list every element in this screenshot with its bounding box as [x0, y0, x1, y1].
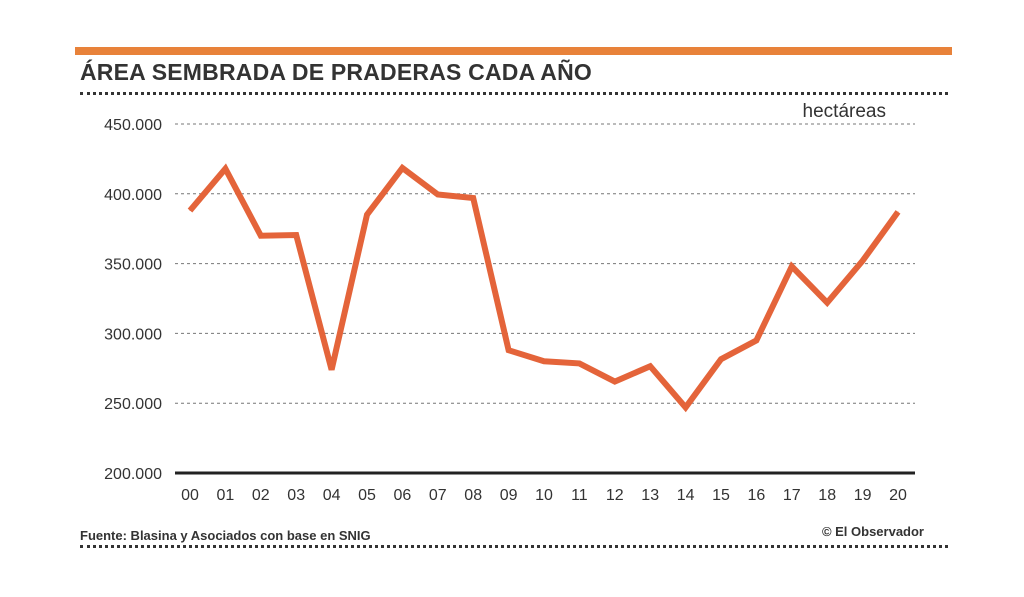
data-point-17	[791, 265, 793, 267]
y-axis-ticks: 200.000 250.000 300.000 350.000 400.000 450.0…	[104, 117, 162, 483]
unit-label: hectáreas	[803, 101, 886, 122]
x-tick-label: 17	[783, 487, 801, 504]
x-tick-label: 10	[535, 487, 553, 504]
x-tick-label: 18	[818, 487, 836, 504]
credit-note: © El Observador	[821, 524, 924, 539]
x-tick-label: 01	[217, 487, 235, 504]
y-tick-label: 250.000	[104, 396, 162, 413]
data-point-15	[720, 358, 722, 360]
data-point-00	[189, 210, 191, 212]
x-tick-label: 09	[500, 487, 518, 504]
x-tick-label: 06	[394, 487, 412, 504]
data-point-14	[685, 406, 687, 408]
footer-divider	[80, 545, 948, 548]
data-point-12	[614, 381, 616, 383]
data-point-05	[366, 214, 368, 216]
x-tick-label: 13	[641, 487, 659, 504]
data-points	[189, 167, 899, 408]
x-tick-label: 19	[854, 487, 872, 504]
data-point-16	[755, 339, 757, 341]
data-point-13	[649, 365, 651, 367]
x-tick-label: 12	[606, 487, 624, 504]
x-tick-label: 00	[181, 487, 199, 504]
x-tick-label: 07	[429, 487, 447, 504]
x-tick-label: 02	[252, 487, 270, 504]
top-accent-bar	[75, 47, 952, 55]
x-axis-ticks: 00 01 02 03 04 05 06 07 08 09 10 11 12 13 14 15 16 17 18 19…	[181, 487, 907, 504]
source-note: Fuente: Blasina y Asociados con base en …	[80, 528, 371, 543]
data-point-03	[295, 234, 297, 236]
title-divider	[80, 92, 948, 95]
data-point-09	[508, 349, 510, 351]
x-tick-label: 14	[677, 487, 695, 504]
x-tick-label: 11	[571, 487, 588, 504]
data-point-02	[260, 235, 262, 237]
y-tick-label: 350.000	[104, 257, 162, 274]
x-tick-label: 05	[358, 487, 376, 504]
chart-title: ÁREA SEMBRADA DE PRADERAS CADA AÑO	[80, 59, 592, 85]
series-line	[187, 163, 901, 413]
data-point-06	[401, 167, 403, 169]
y-tick-label: 450.000	[104, 117, 162, 134]
data-point-11	[578, 362, 580, 364]
x-tick-label: 15	[712, 487, 730, 504]
x-tick-label: 04	[323, 487, 341, 504]
x-tick-label: 16	[748, 487, 766, 504]
x-tick-label: 20	[889, 487, 907, 504]
x-tick-label: 03	[287, 487, 305, 504]
data-point-04	[331, 369, 333, 371]
data-point-20	[897, 211, 899, 213]
data-point-19	[862, 260, 864, 262]
grid-layer	[175, 123, 915, 475]
y-tick-label: 200.000	[104, 466, 162, 483]
data-point-07	[437, 193, 439, 195]
y-tick-label: 400.000	[104, 187, 162, 204]
data-point-10	[543, 360, 545, 362]
data-point-01	[224, 168, 226, 170]
data-point-18	[826, 302, 828, 304]
data-point-08	[472, 197, 474, 199]
y-tick-label: 300.000	[104, 326, 162, 343]
x-tick-label: 08	[464, 487, 482, 504]
